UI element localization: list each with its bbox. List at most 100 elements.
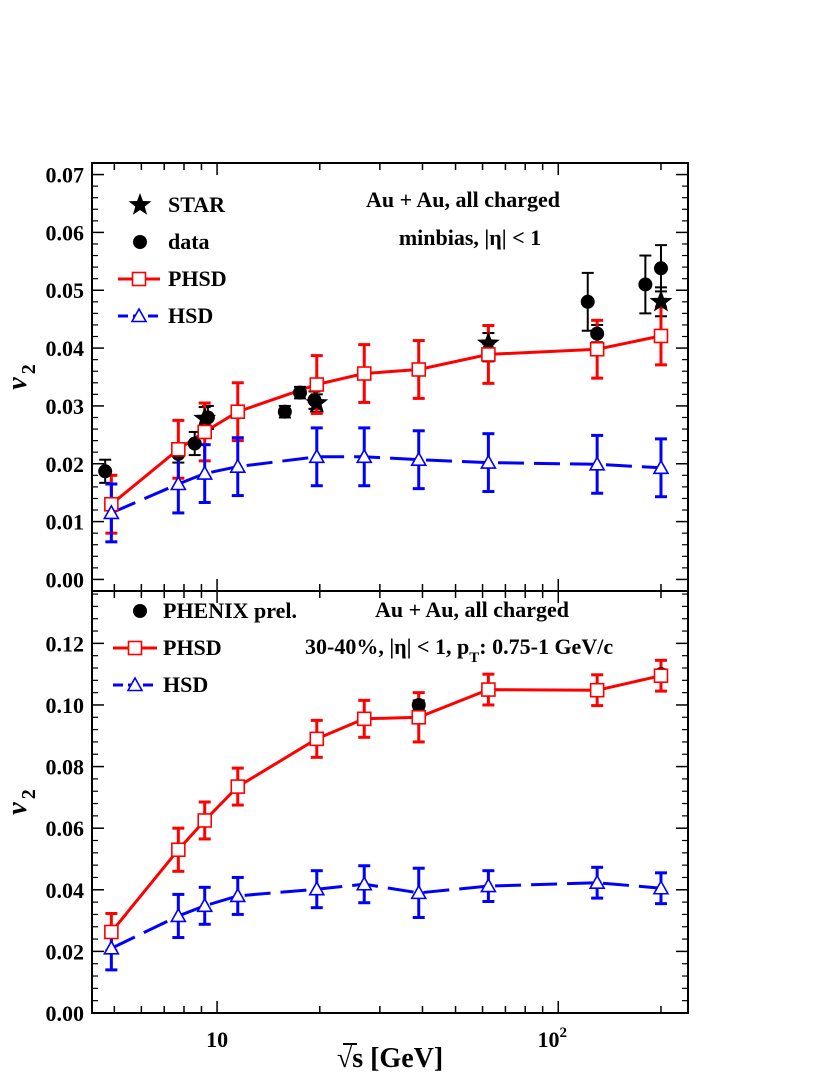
data-point-open-square (171, 842, 186, 858)
data-point-circle (277, 404, 292, 419)
data-point-star (476, 331, 500, 354)
annotation-subscript: T (469, 650, 479, 666)
data-point-open-square (230, 404, 246, 420)
legend-marker (128, 193, 152, 215)
annotation-line: minbias, |η| < 1 (399, 225, 541, 250)
data-point-open-square (197, 813, 213, 828)
legend-label: PHSD (163, 635, 222, 660)
legend-label: HSD (168, 303, 213, 328)
data-point-open-triangle (102, 504, 120, 520)
legend-marker (130, 307, 148, 323)
y-tick-label: 0.08 (46, 755, 85, 780)
data-point-circle (200, 410, 215, 425)
y-axis-label-subscript: 2 (18, 789, 40, 799)
data-point-circle (292, 385, 307, 400)
data-point-open-triangle (355, 448, 373, 464)
legend-label: PHSD (168, 266, 227, 291)
legend-marker (133, 604, 147, 618)
data-point-circle (653, 261, 668, 276)
y-tick-label: 0.06 (46, 220, 85, 245)
annotation-line: 30-40%, |η| < 1, pT: 0.75-1 GeV/c (305, 634, 613, 666)
data-point-open-triangle (480, 453, 497, 469)
annotation-part: : 0.75-1 GeV/c (479, 634, 613, 659)
y-tick-label: 0.07 (46, 163, 85, 188)
data-point-open-triangle (588, 455, 606, 471)
data-point-open-square (356, 711, 372, 727)
data-point-open-square (589, 682, 605, 698)
legend-label: data (168, 229, 210, 254)
y-axis-label-subscript: 2 (18, 364, 40, 374)
data-point-open-triangle (229, 458, 247, 473)
y-tick-label: 0.00 (46, 567, 85, 592)
y-axis-label: v2 (2, 364, 40, 389)
series-line-hsd (110, 881, 662, 950)
panel1-frame (91, 590, 689, 1014)
annotation-line: Au + Au, all charged (375, 597, 569, 622)
data-point-circle (638, 277, 653, 292)
legend-label: STAR (168, 192, 226, 217)
data-point-open-square (171, 441, 186, 457)
data-point-open-square (230, 779, 246, 794)
data-point-open-square (653, 328, 669, 344)
legend-marker (126, 676, 144, 692)
x-tick-label: 102 (538, 1025, 568, 1052)
legend-marker (131, 271, 147, 287)
data-point-open-triangle (652, 459, 670, 475)
data-point-open-triangle (169, 475, 187, 491)
y-tick-label: 0.12 (46, 631, 85, 656)
y-tick-label: 0.04 (46, 336, 85, 361)
y-tick-label: 0.04 (46, 878, 85, 903)
data-point-open-square (653, 668, 669, 684)
data-point-star (649, 289, 673, 312)
y-tick-label: 0.02 (46, 939, 85, 964)
x-axis-label: √s [GeV] (337, 1043, 443, 1074)
y-axis-label-main: v (2, 802, 33, 815)
data-point-open-triangle (102, 939, 120, 955)
y-tick-label: 0.03 (46, 394, 85, 419)
y-tick-label: 0.10 (46, 693, 85, 718)
data-point-open-triangle (410, 884, 428, 900)
data-point-open-square (309, 377, 325, 392)
y-tick-label: 0.02 (46, 452, 85, 477)
y-axis-label: v2 (2, 789, 40, 814)
y-tick-label: 0.01 (46, 510, 85, 535)
data-point-open-triangle (355, 875, 373, 891)
data-point-open-triangle (308, 880, 326, 896)
annotation-part: 30-40%, |η| < 1, p (305, 634, 469, 659)
data-point-circle (411, 697, 426, 712)
data-point-open-square (104, 924, 119, 940)
data-point-open-triangle (196, 897, 214, 913)
data-point-circle (590, 326, 605, 341)
x-tick-base: 10 (538, 1027, 560, 1052)
legend-label: PHENIX prel. (163, 598, 297, 623)
legend-marker (133, 235, 147, 249)
x-tick-exponent: 2 (560, 1025, 568, 1041)
data-point-open-triangle (229, 887, 247, 903)
data-point-circle (580, 294, 595, 309)
y-tick-label: 0.06 (46, 816, 85, 841)
data-point-open-triangle (652, 879, 670, 895)
data-point-open-triangle (480, 877, 497, 893)
data-point-open-square (309, 731, 325, 747)
data-point-open-square (481, 347, 496, 362)
y-tick-label: 0.00 (46, 1001, 85, 1026)
series-line-phsd (110, 674, 662, 933)
x-tick-label: 10 (206, 1027, 228, 1052)
data-point-open-square (411, 362, 427, 377)
data-point-open-square (481, 682, 496, 697)
y-axis-label-main: v (2, 377, 33, 390)
legend-marker (127, 640, 143, 656)
data-point-open-triangle (196, 464, 214, 480)
annotation-line: Au + Au, all charged (366, 187, 560, 212)
data-point-open-triangle (308, 448, 326, 464)
data-point-open-triangle (169, 907, 187, 923)
data-point-circle (187, 436, 202, 451)
data-point-open-square (356, 366, 372, 381)
series-line-hsd (110, 455, 662, 515)
data-point-open-triangle (588, 874, 606, 890)
data-point-circle (98, 464, 113, 479)
data-point-open-triangle (410, 451, 428, 467)
y-tick-label: 0.05 (46, 278, 85, 303)
data-point-open-square (589, 341, 605, 357)
